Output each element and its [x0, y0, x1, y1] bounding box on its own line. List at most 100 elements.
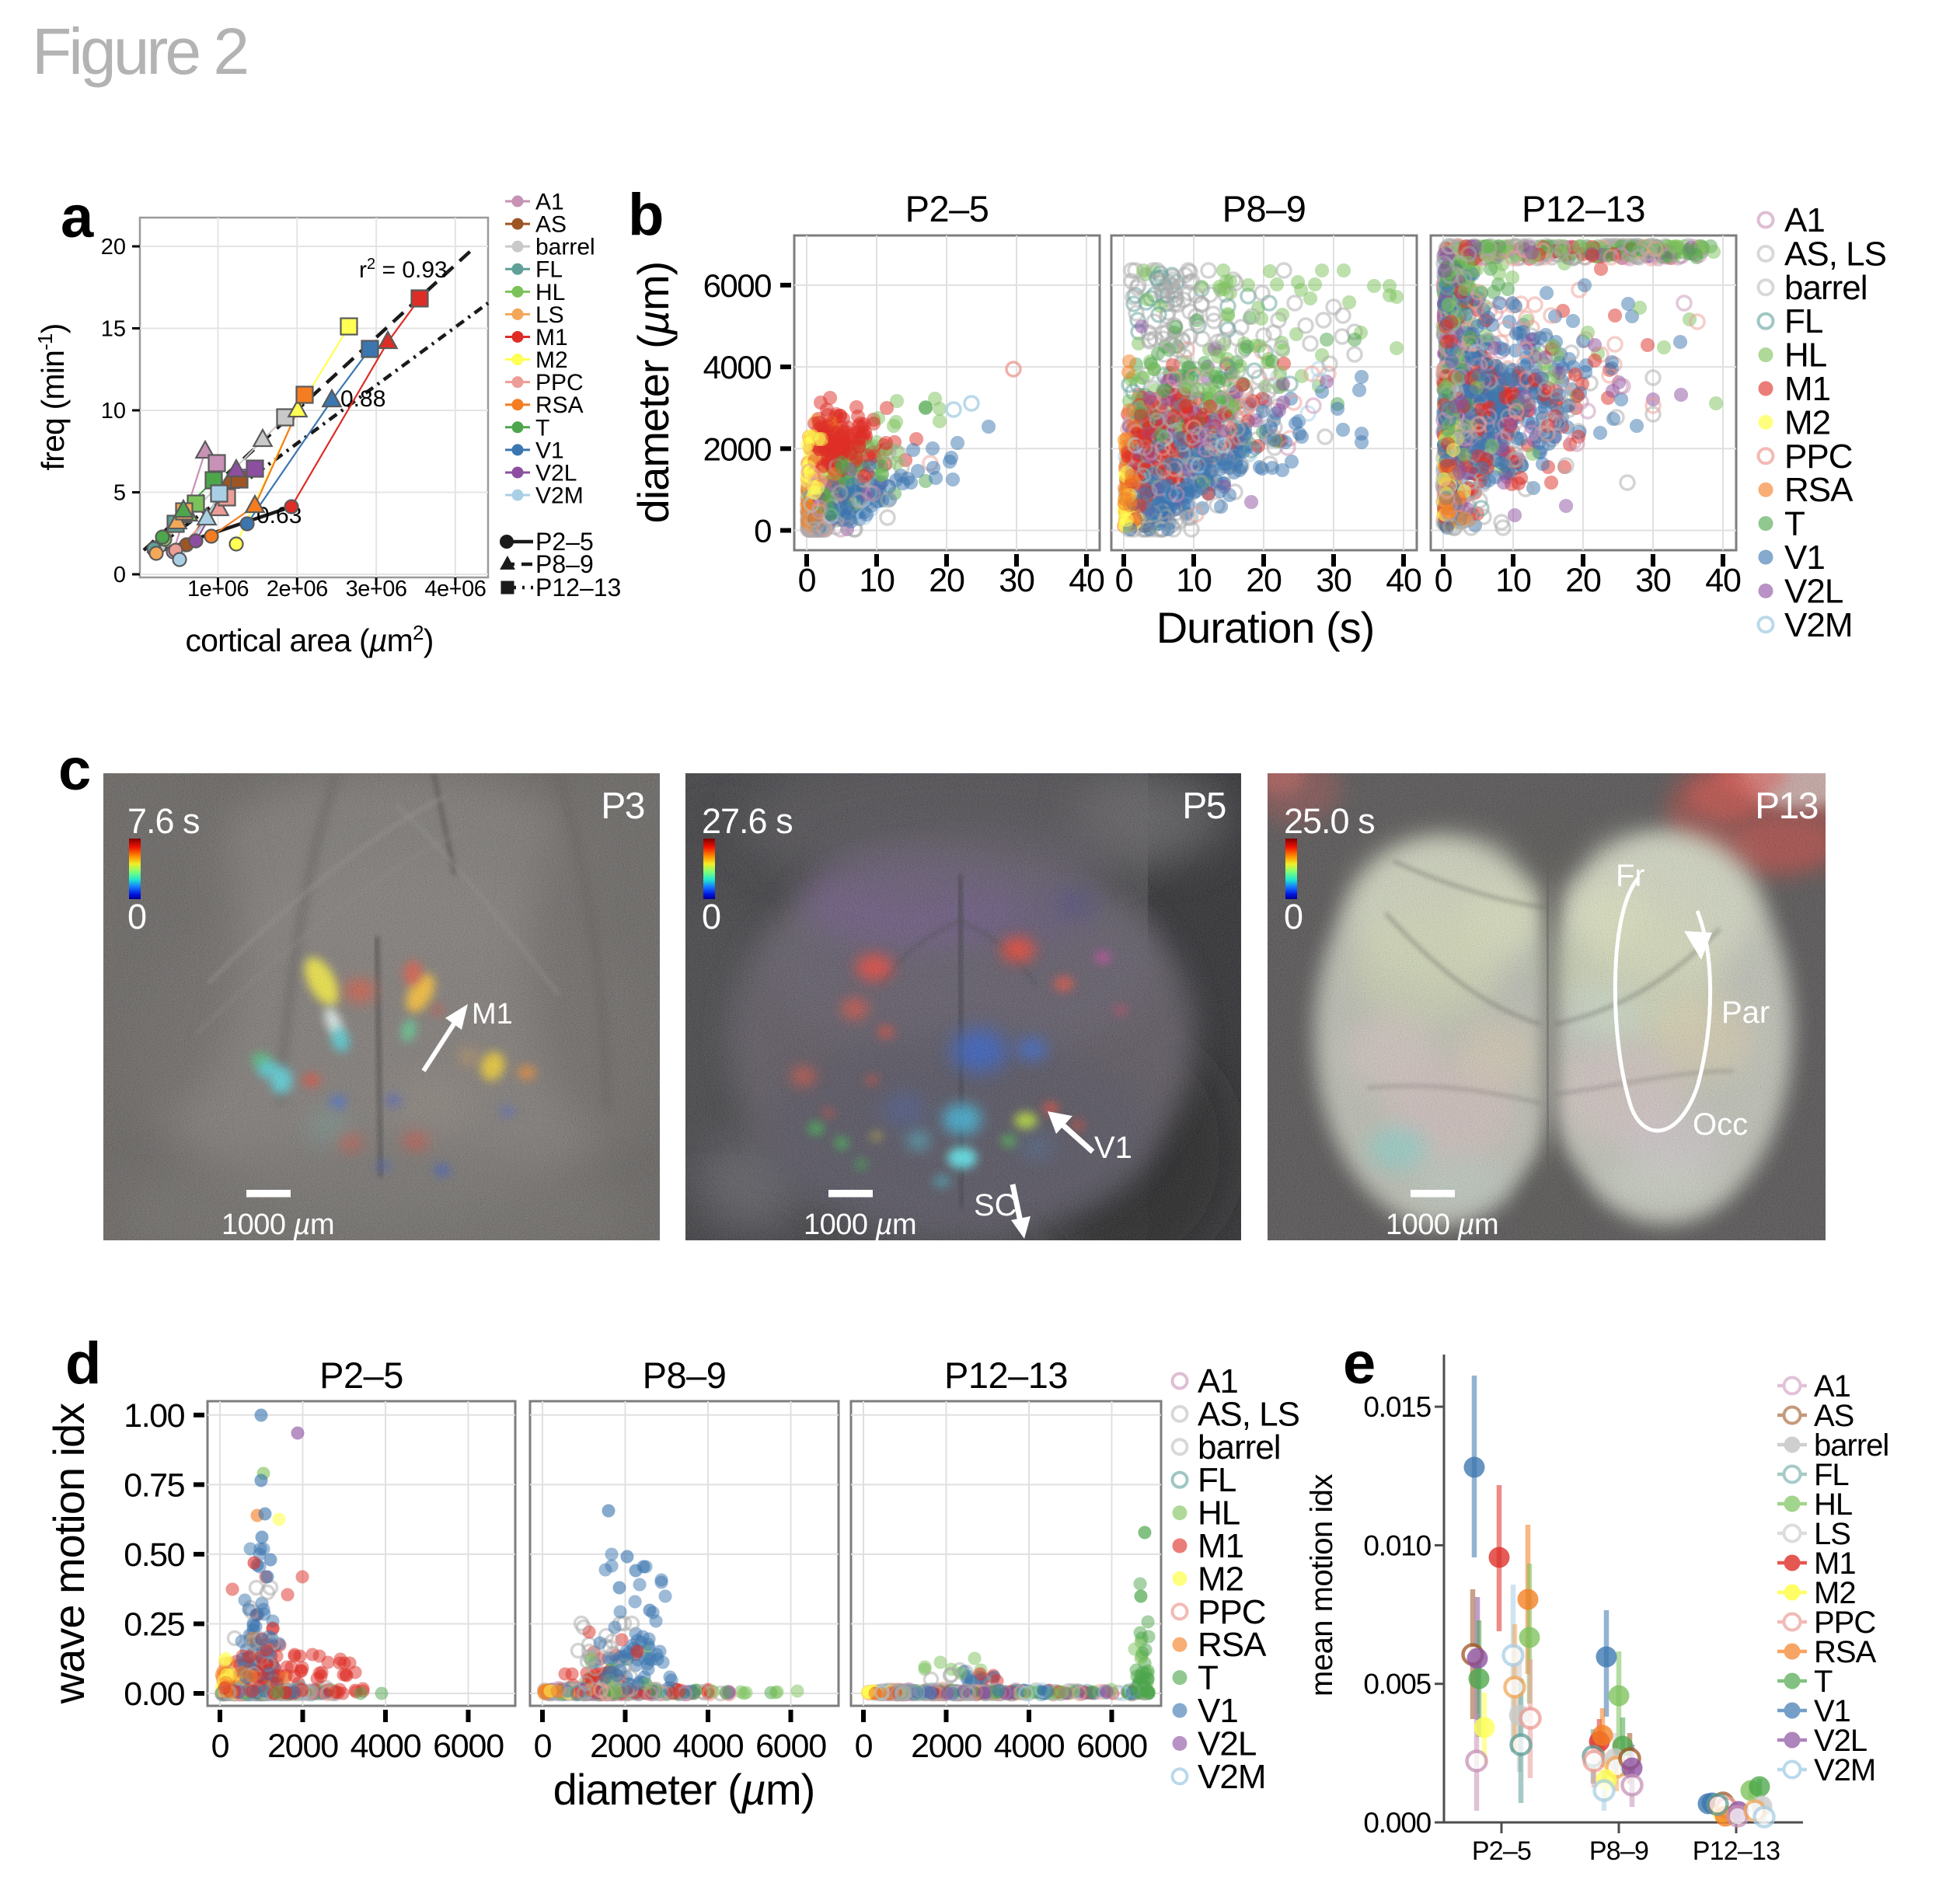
svg-text:30: 30: [1316, 562, 1351, 599]
svg-text:0: 0: [754, 513, 771, 549]
svg-text:Occ: Occ: [1693, 1107, 1748, 1142]
svg-text:1000 µm: 1000 µm: [804, 1208, 916, 1241]
svg-text:V1: V1: [535, 438, 564, 463]
svg-text:M2: M2: [1814, 1576, 1856, 1610]
svg-text:Par: Par: [1721, 996, 1770, 1030]
svg-text:M1: M1: [1814, 1547, 1856, 1581]
svg-text:RSA: RSA: [1814, 1635, 1877, 1669]
svg-text:P2–5: P2–5: [535, 528, 594, 556]
svg-text:V2L: V2L: [535, 460, 577, 486]
svg-text:AS: AS: [535, 212, 567, 238]
svg-text:1.00: 1.00: [124, 1397, 184, 1435]
svg-text:M2: M2: [535, 347, 568, 373]
svg-text:T: T: [1198, 1659, 1218, 1697]
svg-text:PPC: PPC: [1198, 1593, 1266, 1631]
svg-text:PPC: PPC: [1784, 438, 1853, 476]
svg-text:0.000: 0.000: [1363, 1807, 1431, 1839]
svg-text:20: 20: [101, 235, 126, 260]
svg-text:barrel: barrel: [535, 235, 595, 260]
svg-text:0.015: 0.015: [1363, 1391, 1431, 1423]
svg-text:A1: A1: [1784, 201, 1825, 239]
svg-text:Figure 2: Figure 2: [32, 15, 246, 88]
svg-text:1000 µm: 1000 µm: [221, 1208, 334, 1241]
svg-text:20: 20: [1246, 562, 1282, 599]
svg-text:P8–9: P8–9: [643, 1355, 727, 1396]
svg-text:barrel: barrel: [1198, 1428, 1281, 1466]
svg-text:2000: 2000: [911, 1728, 982, 1765]
svg-text:A1: A1: [1198, 1362, 1238, 1400]
svg-text:V2L: V2L: [1198, 1724, 1257, 1763]
svg-text:25.0 s: 25.0 s: [1284, 801, 1375, 841]
svg-text:AS, LS: AS, LS: [1784, 235, 1886, 273]
svg-text:V1: V1: [1814, 1694, 1850, 1728]
svg-text:M1: M1: [1198, 1527, 1243, 1565]
svg-text:A1: A1: [535, 190, 564, 215]
svg-text:40: 40: [1069, 562, 1104, 599]
svg-text:V2M: V2M: [1784, 606, 1852, 644]
svg-text:30: 30: [999, 562, 1034, 599]
svg-text:Duration (s): Duration (s): [1156, 603, 1375, 652]
svg-text:3e+06: 3e+06: [346, 577, 407, 602]
svg-text:b: b: [628, 182, 664, 248]
svg-text:15: 15: [101, 317, 126, 342]
svg-text:0: 0: [1435, 562, 1453, 599]
svg-text:0.75: 0.75: [124, 1466, 184, 1504]
svg-text:a: a: [61, 184, 94, 250]
svg-text:P8–9: P8–9: [1222, 188, 1306, 229]
svg-text:e: e: [1343, 1330, 1376, 1397]
svg-text:FL: FL: [1198, 1461, 1236, 1499]
svg-text:10: 10: [1176, 562, 1212, 599]
svg-text:1e+06: 1e+06: [187, 577, 249, 602]
svg-text:10: 10: [1495, 562, 1531, 599]
svg-text:P8–9: P8–9: [1589, 1836, 1648, 1866]
svg-text:M1: M1: [535, 325, 568, 350]
svg-text:FL: FL: [1784, 302, 1823, 340]
svg-text:r2 = 0.93: r2 = 0.93: [359, 256, 448, 283]
svg-text:P12–13: P12–13: [944, 1355, 1068, 1396]
svg-text:LS: LS: [1814, 1517, 1850, 1551]
svg-text:HL: HL: [535, 280, 565, 305]
svg-text:0: 0: [534, 1728, 552, 1765]
svg-text:V1: V1: [1198, 1692, 1238, 1730]
svg-text:V2M: V2M: [1814, 1753, 1875, 1787]
svg-text:0: 0: [127, 897, 147, 936]
svg-text:0: 0: [1115, 562, 1133, 599]
svg-text:0: 0: [798, 562, 816, 599]
svg-text:RSA: RSA: [535, 392, 584, 418]
svg-text:4000: 4000: [703, 349, 772, 385]
svg-text:mean motion idx: mean motion idx: [1305, 1474, 1339, 1697]
svg-text:barrel: barrel: [1814, 1428, 1888, 1463]
svg-text:V2L: V2L: [1784, 572, 1843, 610]
svg-text:2e+06: 2e+06: [267, 577, 328, 602]
svg-text:HL: HL: [1814, 1487, 1852, 1522]
svg-text:6000: 6000: [433, 1728, 504, 1765]
svg-text:6000: 6000: [1076, 1728, 1147, 1765]
svg-text:10: 10: [859, 562, 895, 599]
svg-text:c: c: [58, 737, 91, 803]
svg-text:PPC: PPC: [535, 370, 584, 396]
svg-text:V2M: V2M: [1198, 1758, 1265, 1796]
svg-text:7.6 s: 7.6 s: [127, 801, 200, 841]
svg-text:T: T: [1814, 1665, 1833, 1699]
svg-text:RSA: RSA: [1784, 471, 1854, 509]
svg-text:P12–13: P12–13: [1522, 188, 1645, 229]
svg-text:HL: HL: [1198, 1494, 1240, 1533]
svg-text:SC: SC: [974, 1188, 1017, 1222]
svg-text:0: 0: [113, 563, 126, 588]
svg-text:P12–13: P12–13: [1693, 1836, 1780, 1866]
svg-text:2000: 2000: [703, 431, 772, 467]
svg-text:M1: M1: [472, 998, 513, 1030]
svg-text:RSA: RSA: [1198, 1626, 1267, 1664]
svg-text:V1: V1: [1784, 539, 1825, 577]
svg-text:diameter (µm): diameter (µm): [629, 262, 678, 524]
svg-text:20: 20: [1565, 562, 1601, 599]
svg-text:4000: 4000: [673, 1728, 744, 1765]
svg-text:barrel: barrel: [1784, 269, 1868, 307]
svg-text:0: 0: [702, 897, 721, 936]
svg-text:P3: P3: [601, 786, 644, 827]
svg-text:FL: FL: [1814, 1458, 1849, 1492]
svg-text:V1: V1: [1094, 1131, 1132, 1165]
svg-text:2000: 2000: [590, 1728, 661, 1765]
svg-text:5: 5: [113, 481, 126, 506]
svg-text:wave motion idx: wave motion idx: [44, 1403, 93, 1705]
